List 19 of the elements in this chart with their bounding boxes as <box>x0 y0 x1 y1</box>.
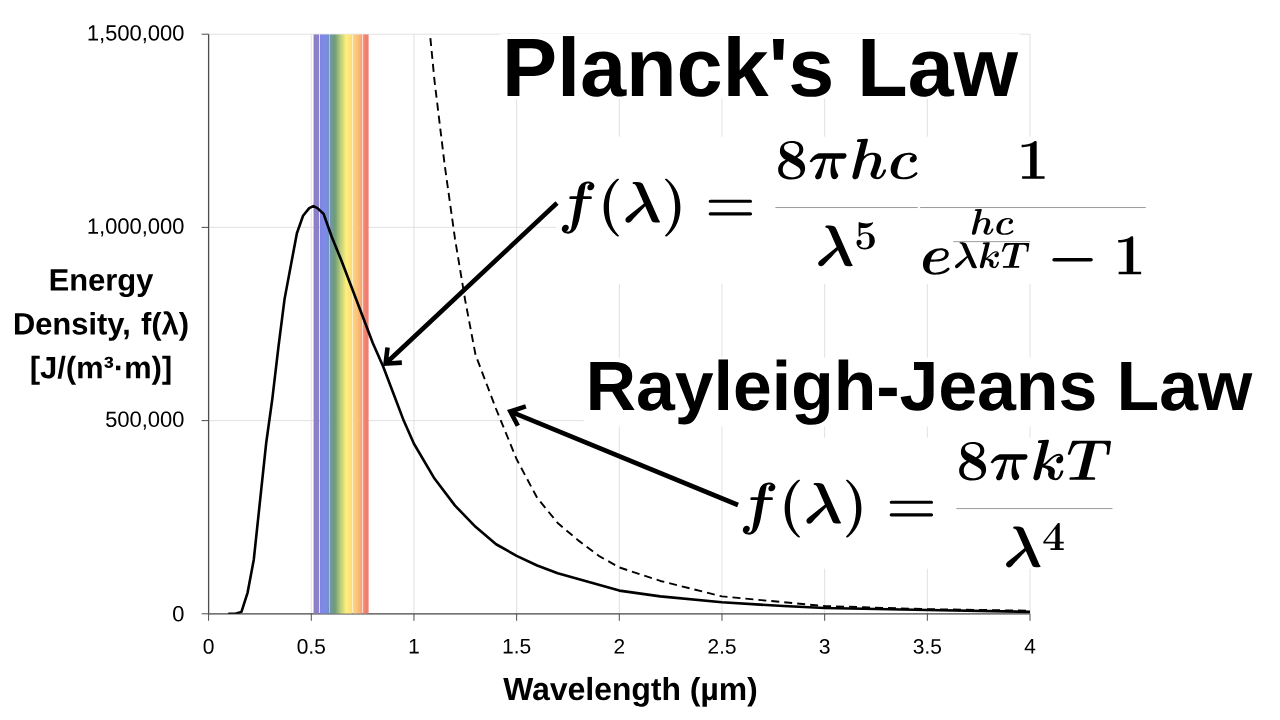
y-tick-label: 500,000 <box>106 411 184 430</box>
x-tick-label: 2 <box>614 639 625 654</box>
y-tick-label: 0 <box>173 606 184 622</box>
x-tick-label: 3 <box>819 639 830 654</box>
x-tick-label: 1 <box>409 639 419 654</box>
x-tick-label: 0 <box>203 639 214 654</box>
y-tick-label: 1,000,000 <box>88 218 184 237</box>
x-axis-title: Wavelength (µm) <box>503 676 757 707</box>
x-tick-label: 4 <box>1024 639 1036 654</box>
y-tick-label: 1,500,000 <box>88 25 184 44</box>
annotation: $f(\lambda) = \frac{8\pi kT}{\lambda^{4}}$ <box>742 439 1113 568</box>
annotation: Rayleigh-Jeans Law <box>590 359 1253 425</box>
x-tick-label: 1.5 <box>503 639 531 654</box>
y-axis-title: Energy Density, f(λ) [J/(m³·m)] <box>14 269 188 385</box>
x-tick-label: 0.5 <box>297 639 325 654</box>
x-tick-label: 2.5 <box>708 639 736 654</box>
x-tick-label: 3.5 <box>913 639 941 654</box>
annotation: $f(\lambda) = \frac{8\pi hc}{\lambda^{5}}\frac{1}{e^{\frac{hc}{\lambda kT}}-1}$ <box>561 138 1146 275</box>
annotation: Planck's Law <box>507 36 1019 97</box>
